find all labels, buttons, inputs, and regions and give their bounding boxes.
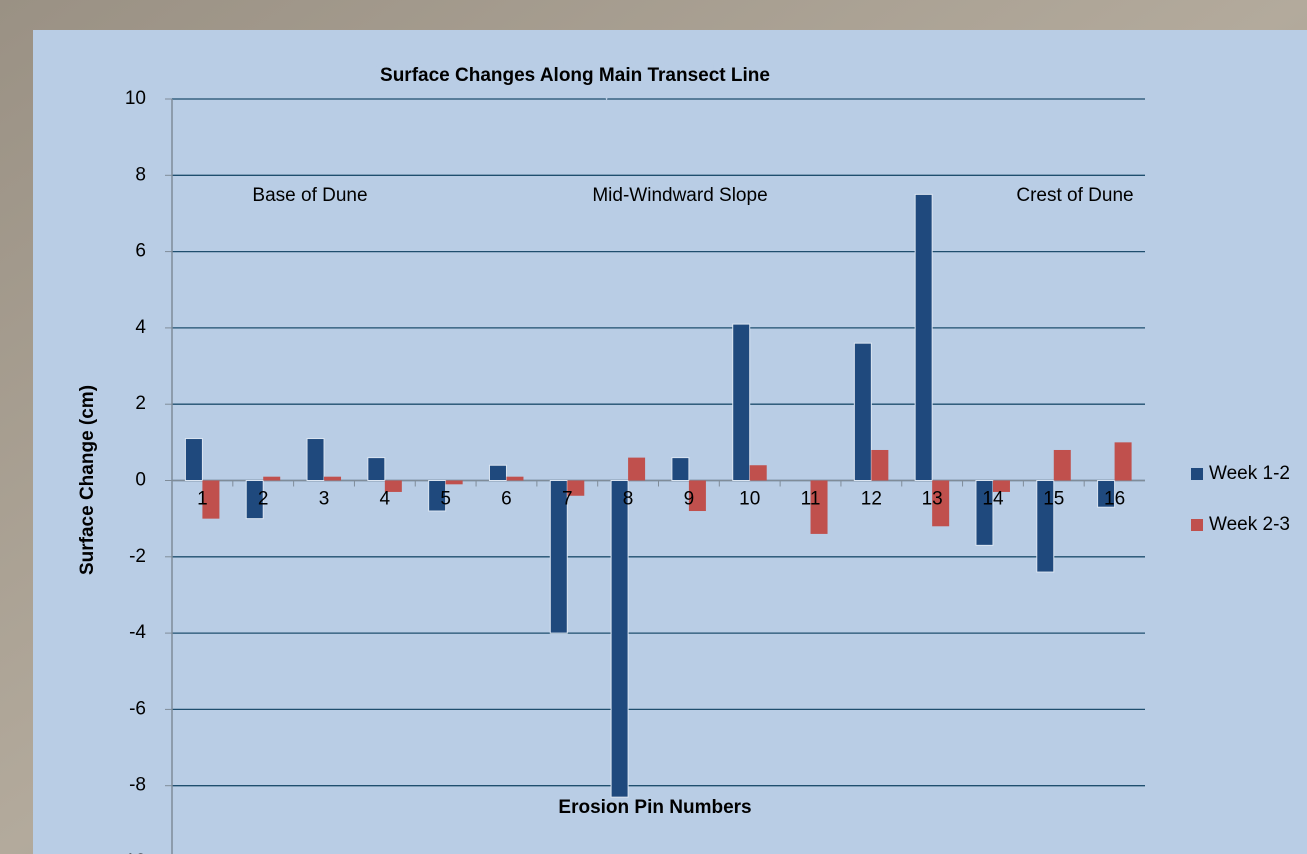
bar	[506, 477, 523, 481]
x-tick-label: 9	[684, 489, 695, 510]
x-tick-label: 4	[380, 489, 391, 510]
x-tick-label: 13	[922, 489, 943, 510]
bar	[1115, 442, 1132, 480]
x-tick-label: 3	[319, 489, 330, 510]
y-tick-label: 2	[135, 393, 146, 414]
x-tick-label: 14	[982, 489, 1004, 510]
chart-title: Surface Changes Along Main Transect Line	[380, 65, 770, 86]
y-tick-label: 4	[135, 317, 146, 338]
y-tick-label: -6	[129, 698, 146, 719]
bar	[307, 439, 324, 481]
y-tick-label: -2	[129, 546, 146, 567]
legend-label: Week 2-3	[1209, 514, 1290, 535]
x-tick-label: 2	[258, 489, 269, 510]
y-tick-label: 0	[135, 470, 146, 491]
bar	[871, 450, 888, 481]
bar	[915, 194, 932, 480]
chart-panel	[33, 30, 1307, 854]
x-tick-label: 11	[801, 489, 821, 510]
legend-label: Week 1-2	[1209, 463, 1290, 484]
x-tick-label: 7	[562, 489, 573, 510]
bar	[750, 465, 767, 480]
bar	[446, 481, 463, 485]
y-tick-label: 6	[135, 241, 146, 262]
annotation: Crest of Dune	[1016, 185, 1133, 206]
y-tick-label: 10	[125, 88, 146, 109]
bar	[672, 458, 689, 481]
y-tick-label: -4	[129, 622, 146, 643]
bar	[611, 481, 628, 798]
bar	[185, 439, 202, 481]
x-tick-label: 12	[861, 489, 882, 510]
chart: -10-8-6-4-202468101234567891011121314151…	[0, 0, 1307, 854]
y-tick-label: -8	[129, 775, 146, 796]
y-axis-title: Surface Change (cm)	[77, 385, 98, 575]
x-tick-label: 5	[440, 489, 451, 510]
annotation: Base of Dune	[252, 185, 367, 206]
x-tick-label: 8	[623, 489, 634, 510]
page: -10-8-6-4-202468101234567891011121314151…	[0, 0, 1307, 854]
x-tick-label: 16	[1104, 489, 1125, 510]
x-tick-label: 6	[501, 489, 512, 510]
legend-swatch	[1191, 468, 1203, 480]
bar	[489, 465, 506, 480]
x-tick-label: 10	[739, 489, 760, 510]
bar	[324, 477, 341, 481]
bar	[263, 477, 280, 481]
bar	[854, 343, 871, 480]
x-tick-label: 1	[197, 489, 208, 510]
x-axis-title: Erosion Pin Numbers	[558, 797, 751, 818]
x-tick-label: 15	[1043, 489, 1064, 510]
bar	[368, 458, 385, 481]
bar	[733, 324, 750, 480]
bar	[1054, 450, 1071, 481]
bar	[628, 458, 645, 481]
legend-swatch	[1191, 519, 1203, 531]
annotation: Mid-Windward Slope	[592, 185, 767, 206]
y-tick-label: 8	[135, 164, 146, 185]
